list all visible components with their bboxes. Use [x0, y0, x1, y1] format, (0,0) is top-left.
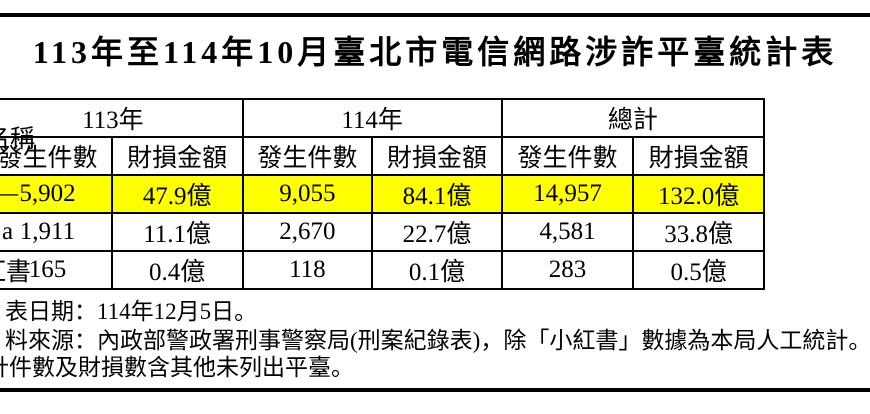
row1-total-cases: 14,957	[500, 174, 635, 214]
table-row-highlighted: — 5,902 47.9億 9,055 84.1億 14,957 132.0億	[0, 174, 765, 214]
header-platform-name-label: 名稱	[0, 126, 36, 153]
row3-total-cases: 283	[500, 250, 635, 290]
row2-total-cases: 4,581	[500, 212, 635, 252]
row1-113-cases: 5,902	[0, 174, 113, 214]
row3-platform-label: 小紅書	[0, 259, 32, 286]
subheader-113-cases: 發生件數	[0, 136, 113, 176]
row1-113-loss: 47.9億	[110, 174, 244, 214]
header-total: 總計	[500, 98, 766, 138]
row1-114-cases: 9,055	[241, 174, 374, 214]
subheader-114-cases: 發生件數	[241, 136, 374, 176]
row3-total-loss: 0.5億	[632, 250, 765, 290]
row3-113-loss: 0.4億	[110, 250, 244, 290]
row2-113-loss: 11.1億	[110, 212, 244, 252]
subheader-114-loss: 財損金額	[371, 136, 503, 176]
table-row: 小紅書 165 0.4億 118 0.1億 283 0.5億	[0, 250, 765, 290]
header-year-114: 114年	[241, 98, 503, 138]
note-data-source: 料來源：內政部警政署刑事警察局(刑案紀錄表)，除「小紅書」數據為本局人工統計。	[5, 328, 870, 353]
row2-total-loss: 33.8億	[632, 212, 765, 252]
row2-114-loss: 22.7億	[371, 212, 503, 252]
subheader-total-cases: 發生件數	[500, 136, 635, 176]
row2-platform-label: a	[2, 218, 14, 245]
row2-113-cases: 1,911	[0, 212, 113, 252]
note-report-date: 表日期：114年12月5日。	[5, 299, 258, 324]
subheader-113-loss: 財損金額	[110, 136, 244, 176]
row1-114-loss: 84.1億	[371, 174, 503, 214]
row3-114-loss: 0.1億	[371, 250, 503, 290]
note-totals-scope: 計件數及財損數含其他未列出平臺。	[0, 355, 354, 380]
bottom-rule	[0, 388, 870, 392]
row3-114-cases: 118	[241, 250, 374, 290]
row2-114-cases: 2,670	[241, 212, 374, 252]
subheader-total-loss: 財損金額	[632, 136, 765, 176]
row1-total-loss: 132.0億	[632, 174, 765, 214]
top-rule	[0, 13, 870, 17]
row3-113-cases: 165	[0, 250, 113, 290]
page-title: 113年至114年10月臺北市電信網路涉詐平臺統計表	[32, 34, 838, 70]
fraud-platform-stats-table: 名稱 113年 114年 總計 發生件數 財損金額 發生件數 財損金額 發生件數…	[0, 98, 766, 290]
header-year-113: 113年	[0, 98, 244, 138]
table-row: a 1,911 11.1億 2,670 22.7億 4,581 33.8億	[0, 212, 765, 252]
row1-platform-label: —	[0, 180, 18, 208]
